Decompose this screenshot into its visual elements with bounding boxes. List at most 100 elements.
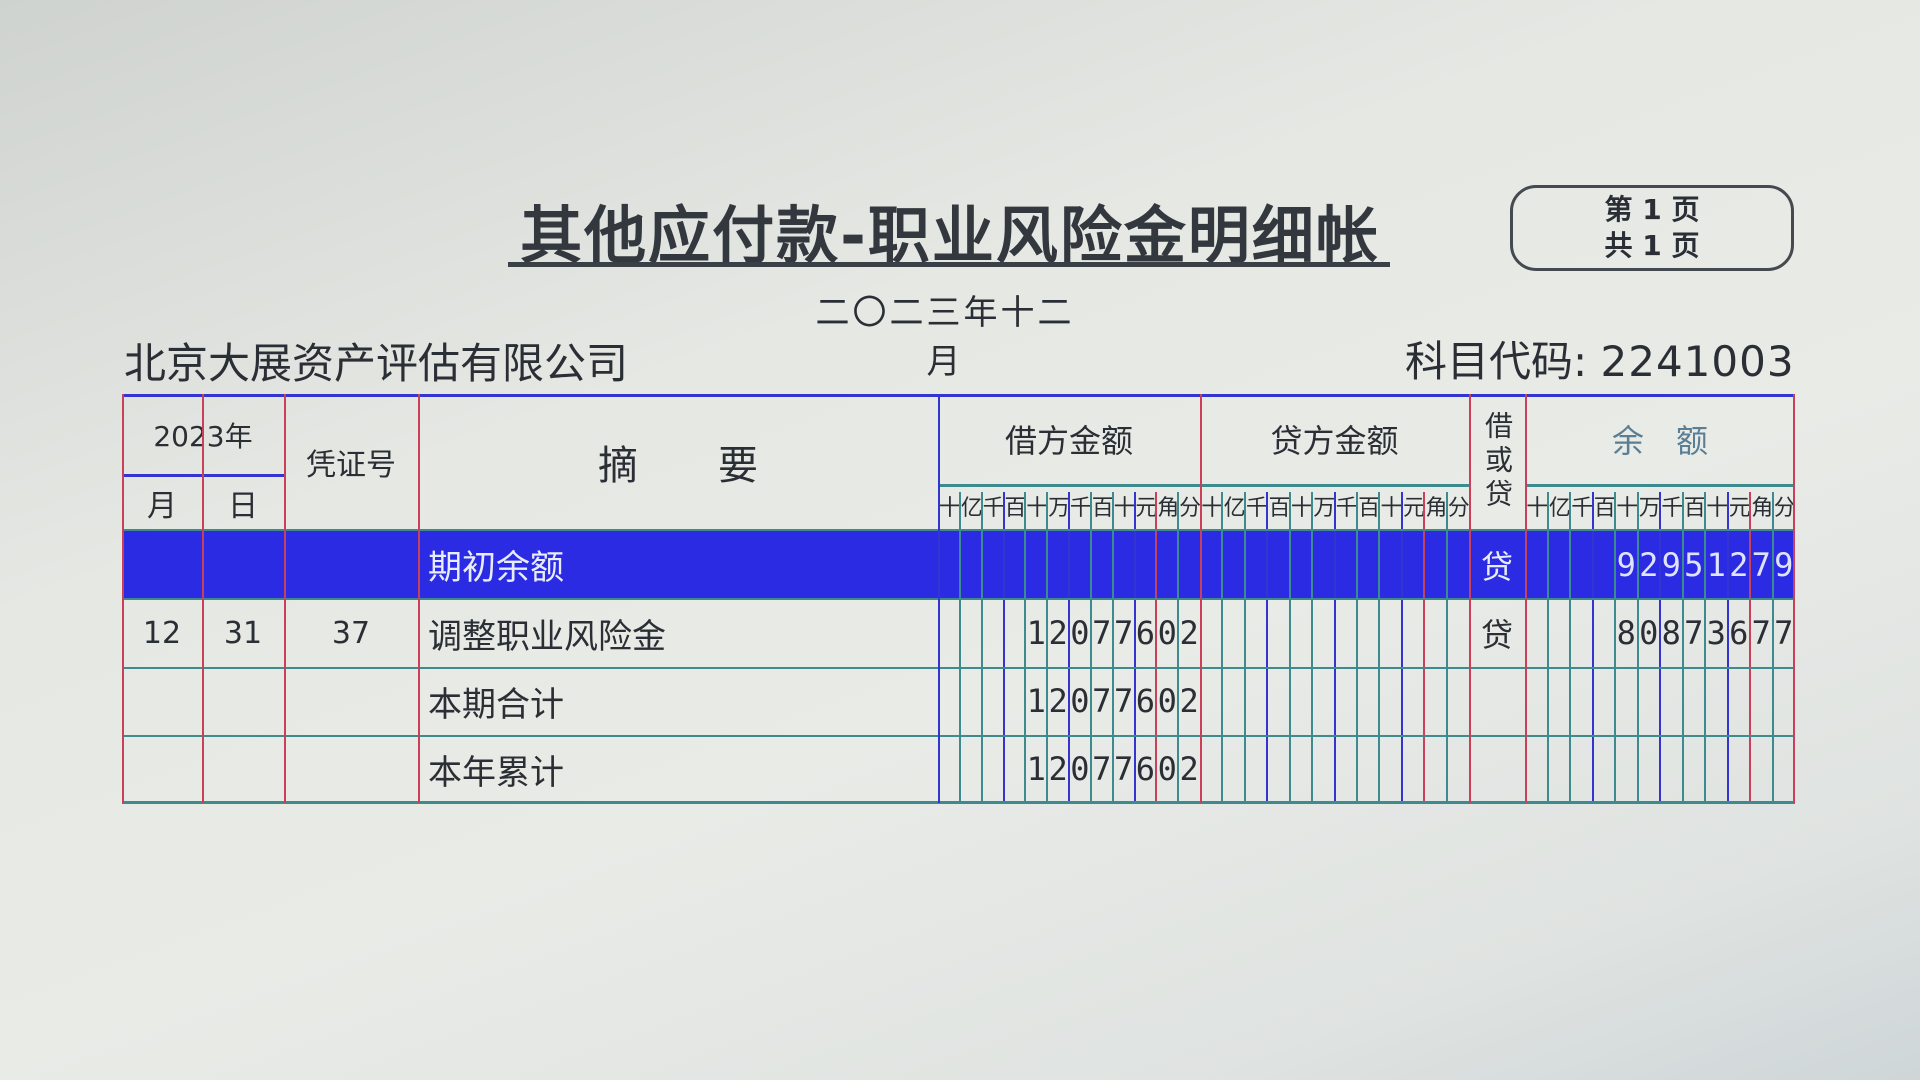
table-top-border <box>122 394 1795 397</box>
title-underline <box>508 262 1390 267</box>
digit-balance: 7 <box>1774 614 1794 652</box>
ledger-row[interactable] <box>122 667 1795 735</box>
digit-column-line <box>1002 492 1005 803</box>
digit-debit: 1 <box>1026 750 1046 788</box>
digit-unit-debit: 百 <box>1091 496 1114 521</box>
digit-unit-debit: 元 <box>1135 496 1157 521</box>
table-bottom-border <box>122 801 1795 804</box>
row-divider <box>122 598 1795 600</box>
page-indicator: 第 1 页 共 1 页 <box>1510 185 1794 271</box>
digit-column-line <box>958 492 961 803</box>
digit-column-line <box>1546 492 1549 803</box>
digit-unit-debit: 万 <box>1048 496 1070 521</box>
digit-unit-debit: 十 <box>1026 496 1048 521</box>
digit-unit-debit: 十 <box>1113 496 1136 521</box>
digit-balance: 8 <box>1616 614 1636 652</box>
digit-balance: 3 <box>1706 614 1726 652</box>
digit-debit: 6 <box>1135 682 1156 720</box>
digit-unit-balance: 百 <box>1593 496 1616 521</box>
digit-debit: 2 <box>1048 750 1068 788</box>
ledger-period: 二〇二三年十二月 <box>815 293 1075 382</box>
digit-unit-balance: 十 <box>1616 496 1638 521</box>
digit-column-line <box>1659 492 1661 803</box>
digit-debit: 7 <box>1092 614 1112 652</box>
digit-column-line <box>1636 492 1639 803</box>
digit-unit-debit: 千 <box>1069 496 1092 521</box>
digit-column-line <box>1726 492 1729 803</box>
digit-debit: 0 <box>1070 614 1090 652</box>
digit-column-line <box>1771 492 1774 803</box>
digit-unit-credit: 万 <box>1313 496 1335 521</box>
digit-debit: 0 <box>1070 750 1090 788</box>
ledger-row[interactable] <box>122 530 1795 599</box>
digit-unit-credit: 分 <box>1447 496 1470 521</box>
digit-balance: 0 <box>1639 614 1659 652</box>
digit-debit: 1 <box>1026 682 1046 720</box>
digit-unit-balance: 千 <box>1571 496 1593 521</box>
digit-unit-balance: 角 <box>1751 496 1773 521</box>
total-pages: 共 1 页 <box>1604 229 1700 262</box>
digit-debit: 6 <box>1135 614 1156 652</box>
digit-unit-balance: 百 <box>1683 496 1706 521</box>
digit-column-line <box>1155 492 1158 803</box>
digit-column-line <box>980 492 983 803</box>
digit-balance: 7 <box>1751 545 1771 584</box>
digit-unit-credit: 千 <box>1246 496 1268 521</box>
digit-column-line <box>1177 492 1180 803</box>
column-border <box>1793 394 1795 803</box>
digit-balance: 5 <box>1684 545 1704 584</box>
digit-debit: 2 <box>1179 750 1199 788</box>
row-month: 12 <box>142 615 182 651</box>
digit-debit: 7 <box>1092 682 1112 720</box>
row-divider <box>122 667 1795 669</box>
digit-column-line <box>1266 492 1269 803</box>
digit-debit: 7 <box>1092 750 1112 788</box>
digit-column-line <box>1614 492 1616 803</box>
header-direction: 借或贷 <box>1481 411 1514 513</box>
digit-column-line <box>1445 492 1448 803</box>
digit-column-line <box>1024 492 1027 803</box>
digit-column-line <box>1749 492 1751 803</box>
header-month: 月 <box>147 488 177 524</box>
digit-unit-debit: 千 <box>982 496 1005 521</box>
column-border <box>202 394 204 803</box>
company-name: 北京大展资产评估有限公司 <box>124 339 629 388</box>
digit-unit-credit: 元 <box>1402 496 1425 521</box>
header-bottom-line <box>122 529 1795 531</box>
digit-balance: 2 <box>1729 545 1749 584</box>
header-debit: 借方金额 <box>1004 422 1133 460</box>
digit-debit: 0 <box>1157 750 1177 788</box>
digit-balance: 9 <box>1661 545 1681 584</box>
digit-column-line <box>1704 492 1706 803</box>
digit-unit-debit: 分 <box>1179 496 1201 521</box>
digit-balance: 2 <box>1639 545 1659 584</box>
digit-unit-debit: 亿 <box>960 496 983 521</box>
digit-unit-credit: 十 <box>1201 496 1223 521</box>
digit-column-line <box>1221 492 1224 803</box>
digit-debit: 1 <box>1026 614 1046 652</box>
header-summary: 摘 要 <box>598 443 758 489</box>
ledger-row[interactable] <box>122 735 1795 803</box>
column-border <box>1469 394 1471 803</box>
digit-column-line <box>1423 492 1426 803</box>
column-border <box>418 394 420 803</box>
digit-unit-credit: 百 <box>1358 496 1380 521</box>
row-summary: 期初余额 <box>428 548 564 588</box>
digit-unit-credit: 百 <box>1268 496 1290 521</box>
row-summary: 本年累计 <box>428 752 564 793</box>
digit-debit: 0 <box>1157 682 1177 720</box>
digit-column-line <box>1068 492 1070 803</box>
column-border <box>1200 394 1202 803</box>
row-direction: 贷 <box>1480 616 1513 654</box>
digit-column-line <box>1089 492 1092 803</box>
header-day: 日 <box>228 488 258 524</box>
digit-header-line <box>938 484 1200 487</box>
selected-row-highlight <box>122 530 1795 599</box>
digit-debit: 2 <box>1048 614 1068 652</box>
digit-debit: 2 <box>1179 682 1199 720</box>
ledger-row[interactable] <box>122 599 1795 667</box>
digit-unit-balance: 十 <box>1526 496 1548 521</box>
column-border <box>284 394 286 803</box>
digit-balance: 9 <box>1616 545 1636 584</box>
digit-debit: 7 <box>1113 614 1134 652</box>
